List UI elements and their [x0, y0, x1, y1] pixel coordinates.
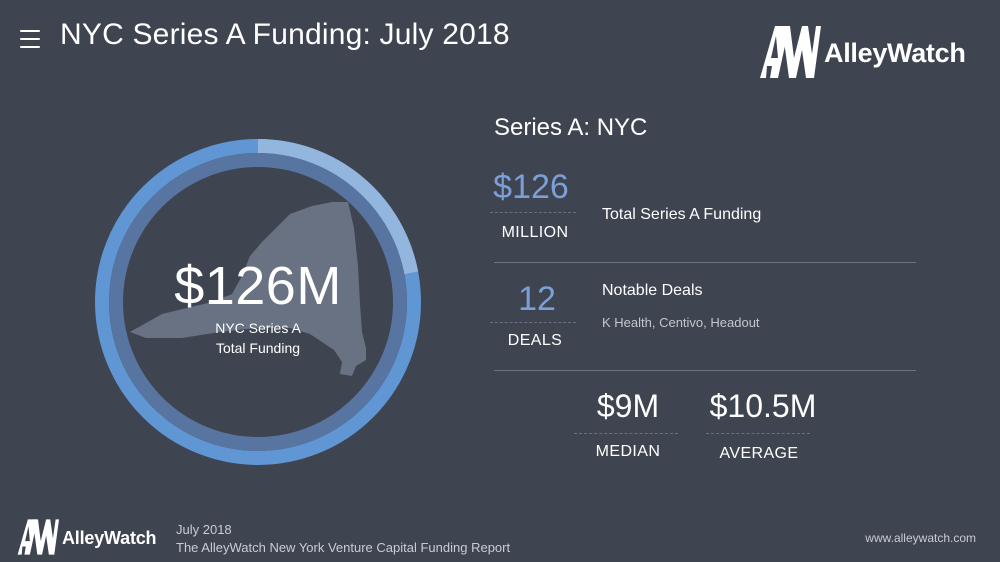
- deals-divider: [490, 322, 576, 323]
- median-value: $9M: [596, 388, 660, 424]
- alleywatch-logo[interactable]: AlleyWatch: [758, 24, 978, 80]
- median-label: MEDIAN: [595, 443, 661, 460]
- deals-unit: DEALS: [507, 332, 563, 349]
- footer-report-title: The AlleyWatch New York Venture Capital …: [176, 540, 511, 555]
- new-york-state-shape: [130, 202, 366, 376]
- footer-date: July 2018: [176, 522, 232, 537]
- ring-inner: [109, 153, 407, 451]
- total-value: $126: [493, 168, 569, 206]
- logo-wordmark: AlleyWatch: [824, 38, 966, 68]
- deals-companies: K Health, Centivo, Headout: [602, 315, 760, 330]
- footer-logo[interactable]: AlleyWatch: [16, 518, 166, 556]
- footer-url[interactable]: www.alleywatch.com: [865, 531, 976, 545]
- total-funding-value: $126M: [174, 256, 342, 316]
- total-funding-label: NYC Series A Total Funding: [92, 318, 424, 358]
- page-title: NYC Series A Funding: July 2018: [60, 18, 510, 51]
- total-funding-label-line2: Total Funding: [215, 340, 301, 356]
- deals-description: Notable Deals: [602, 282, 703, 299]
- average-value: $10.5M: [709, 388, 817, 424]
- total-description: Total Series A Funding: [602, 206, 762, 223]
- footer-logo-mark-icon: [17, 519, 60, 555]
- section-rule-1: [494, 262, 916, 263]
- alleywatch-logo-mark-icon: [760, 26, 821, 78]
- median-divider: [574, 433, 678, 434]
- total-divider: [490, 212, 576, 213]
- deals-value: 12: [518, 280, 556, 318]
- total-funding-label-line1: NYC Series A: [215, 320, 301, 336]
- section-title: Series A: NYC: [494, 114, 648, 141]
- funding-donut-chart: [95, 139, 421, 465]
- total-unit: MILLION: [501, 224, 569, 241]
- average-label: AVERAGE: [719, 445, 799, 462]
- ring-light-segment: [257, 139, 419, 275]
- menu-icon[interactable]: [20, 30, 40, 48]
- footer-logo-wordmark: AlleyWatch: [62, 528, 157, 548]
- section-rule-2: [494, 370, 916, 371]
- average-divider: [706, 433, 810, 434]
